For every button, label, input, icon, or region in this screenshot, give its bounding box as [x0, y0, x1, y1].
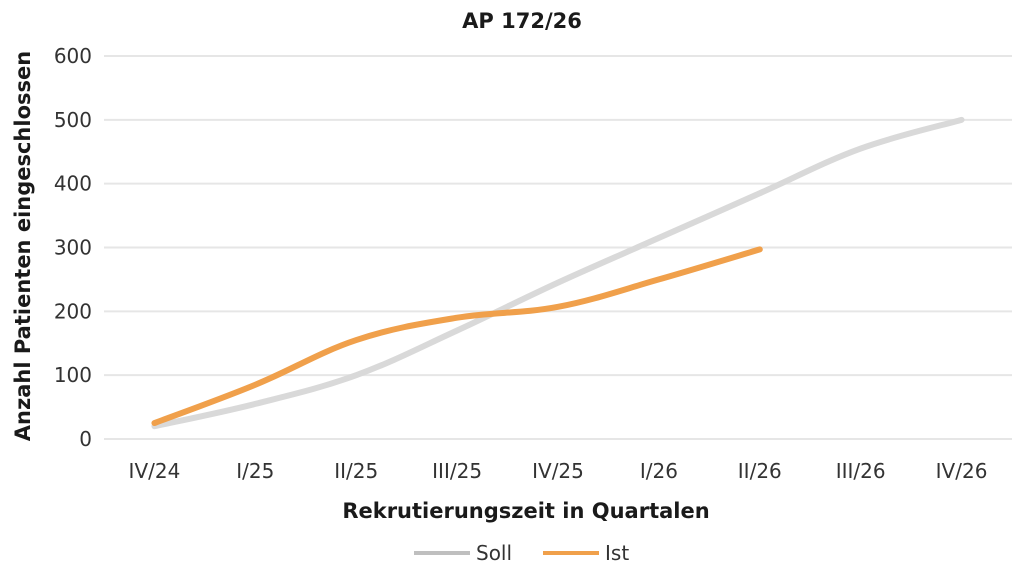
- x-tick-label: IV/24: [129, 459, 181, 483]
- y-tick-label: 300: [54, 236, 92, 260]
- legend-label-ist: Ist: [605, 541, 629, 565]
- x-axis-tick-labels: IV/24 I/25 II/25 III/25 IV/25 I/26 II/26 III/26…: [129, 459, 988, 483]
- series-line-soll: [151, 116, 965, 430]
- x-axis-title: Rekrutierungszeit in Quartalen: [342, 499, 709, 523]
- chart-title: AP 172/26: [462, 9, 582, 33]
- y-tick-label: 200: [54, 299, 92, 323]
- y-tick-label: 0: [79, 427, 92, 451]
- x-tick-label: I/26: [640, 459, 678, 483]
- series-lines: [151, 116, 965, 430]
- y-tick-label: 400: [54, 172, 92, 196]
- y-tick-label: 500: [54, 108, 92, 132]
- legend: Soll Ist: [414, 541, 629, 565]
- y-tick-label: 600: [54, 44, 92, 68]
- series-line-ist: [151, 246, 763, 427]
- y-tick-label: 100: [54, 363, 92, 387]
- x-tick-label: IV/25: [532, 459, 584, 483]
- x-tick-label: II/26: [738, 459, 782, 483]
- x-tick-label: IV/26: [936, 459, 988, 483]
- x-tick-label: III/26: [836, 459, 886, 483]
- gridlines: [104, 55, 1012, 440]
- y-axis-title: Anzahl Patienten eingeschlossen: [11, 51, 35, 441]
- y-axis-tick-labels: 0 100 200 300 400 500 600: [54, 44, 92, 451]
- x-tick-label: II/25: [334, 459, 378, 483]
- x-tick-label: III/25: [432, 459, 482, 483]
- legend-label-soll: Soll: [476, 541, 512, 565]
- x-tick-label: I/25: [236, 459, 274, 483]
